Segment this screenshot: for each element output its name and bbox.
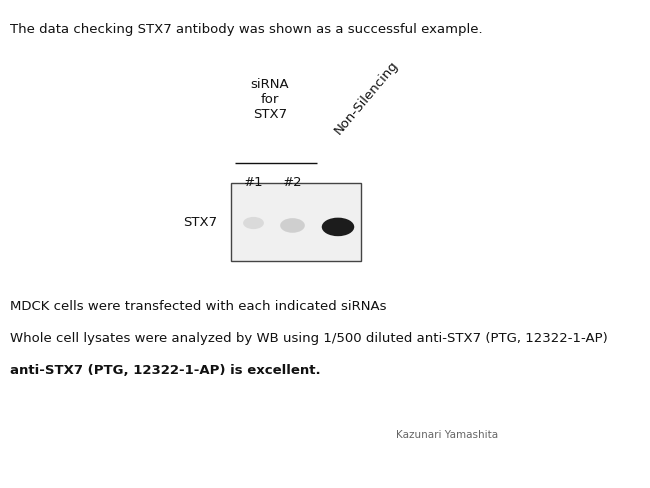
Bar (231, 183, 361, 261)
Text: siRNA
for
STX7: siRNA for STX7 (250, 78, 289, 121)
Text: Kazunari Yamashita: Kazunari Yamashita (396, 430, 499, 440)
Ellipse shape (280, 218, 305, 233)
Text: anti-STX7 (PTG, 12322-1-AP) is excellent.: anti-STX7 (PTG, 12322-1-AP) is excellent… (10, 364, 321, 377)
Ellipse shape (322, 218, 354, 236)
Ellipse shape (243, 217, 264, 229)
Text: #1: #1 (244, 176, 263, 189)
Text: The data checking STX7 antibody was shown as a successful example.: The data checking STX7 antibody was show… (10, 23, 483, 36)
Text: #2: #2 (283, 176, 302, 189)
Text: Non-Silencing: Non-Silencing (332, 58, 400, 137)
Text: STX7: STX7 (183, 216, 218, 229)
Text: MDCK cells were transfected with each indicated siRNAs: MDCK cells were transfected with each in… (10, 300, 387, 313)
Text: Whole cell lysates were analyzed by WB using 1/500 diluted anti-STX7 (PTG, 12322: Whole cell lysates were analyzed by WB u… (10, 332, 608, 345)
